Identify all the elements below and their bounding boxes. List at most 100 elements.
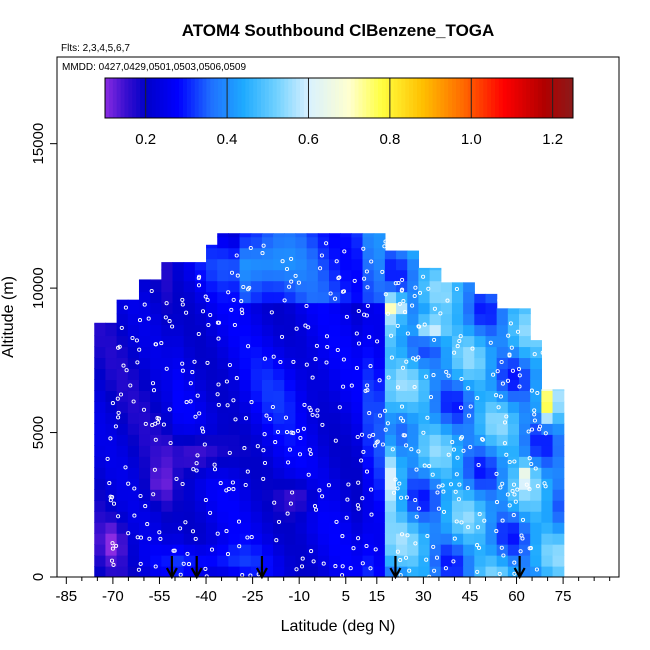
heat-cell [183, 390, 196, 402]
sample-point [260, 251, 265, 256]
sample-point [200, 426, 205, 431]
heat-cell [541, 555, 554, 567]
heat-cell [507, 335, 520, 348]
heat-cell [451, 544, 464, 556]
heat-cell [541, 544, 554, 556]
heat-cell [194, 500, 207, 512]
colorbar-segment [225, 78, 231, 118]
sample-point [346, 482, 351, 487]
sample-point [216, 336, 221, 341]
heat-cell [217, 522, 229, 534]
sample-point [396, 280, 401, 286]
heat-cell [373, 357, 386, 370]
heat-cell [105, 500, 118, 512]
sample-point [296, 280, 301, 285]
heat-cell [384, 258, 397, 271]
sample-point [134, 338, 139, 343]
sample-point [402, 310, 408, 315]
sample-point [504, 414, 509, 419]
sample-point [107, 481, 112, 486]
heat-cell [183, 423, 196, 435]
heat-cell [373, 467, 386, 479]
heat-cell [329, 478, 341, 490]
heat-cell [94, 390, 107, 402]
heat-cell [138, 555, 151, 567]
heat-cell [116, 533, 129, 545]
heat-cell [485, 566, 498, 577]
heat-cell [541, 500, 554, 512]
heat-cell [183, 357, 196, 370]
heat-cell [127, 522, 140, 534]
heat-cell [418, 522, 431, 534]
heat-cell [329, 566, 341, 577]
heat-cell [485, 390, 498, 402]
heat-cell [496, 308, 509, 315]
heat-cell [239, 324, 252, 337]
sample-point [382, 244, 387, 249]
sample-point [193, 414, 198, 419]
x-tick-label: -40 [195, 588, 217, 605]
sample-point [399, 495, 404, 500]
heat-cell [239, 335, 252, 348]
heat-cell [418, 445, 431, 457]
sample-point [249, 535, 254, 540]
heat-cell [351, 566, 364, 577]
sample-point [505, 378, 511, 383]
heat-cell [496, 522, 509, 534]
heat-cell [228, 280, 241, 293]
heat-cell [351, 258, 364, 271]
heat-cell [351, 379, 364, 391]
heat-cell [507, 434, 520, 446]
heat-cell [150, 478, 162, 490]
sample-points [105, 239, 548, 577]
heat-cell [317, 478, 330, 490]
heat-cell [172, 423, 185, 435]
heat-cell [138, 511, 151, 523]
heat-cell [440, 412, 453, 424]
heat-cell [373, 511, 386, 523]
sample-point [158, 536, 163, 541]
heat-cell [451, 313, 464, 326]
sample-point [438, 311, 443, 316]
sample-point [170, 324, 175, 329]
colorbar-segment [128, 78, 133, 118]
heat-cell [362, 566, 375, 577]
colorbar-segment [487, 78, 492, 118]
sample-point [400, 365, 406, 370]
heat-cell [351, 302, 364, 315]
heat-cell [273, 335, 285, 348]
heat-cell [418, 357, 431, 370]
sample-point [383, 427, 388, 432]
sample-point [200, 309, 206, 314]
sample-point [480, 437, 485, 442]
sample-point [496, 405, 501, 410]
heat-cell [116, 401, 129, 413]
colorbar-tick-label: 0.8 [379, 131, 400, 148]
heat-cell [161, 313, 174, 326]
heat-cell [396, 302, 408, 315]
heat-cell [317, 313, 330, 326]
heat-cell [317, 467, 330, 479]
y-axis-label: Altitude (m) [0, 276, 17, 358]
heat-cell [440, 423, 453, 435]
colorbar-segment [495, 78, 500, 118]
heat-cell [284, 423, 297, 435]
heat-cell [116, 299, 129, 304]
heat-cell [150, 280, 162, 293]
colorbar-segment [537, 78, 543, 118]
heat-cell [384, 456, 397, 468]
heat-cell [261, 489, 274, 501]
heat-cell [284, 233, 297, 238]
colorbar-segment [284, 78, 289, 118]
heat-cell [183, 302, 196, 315]
heat-cell [161, 269, 174, 282]
sample-point [195, 453, 200, 458]
heat-cell [105, 357, 118, 370]
sample-point [300, 556, 305, 561]
sample-point [461, 448, 466, 453]
sample-point [171, 548, 176, 553]
heat-cell [306, 434, 319, 446]
heat-cell [485, 522, 498, 534]
colorbar-segment [569, 78, 574, 118]
sample-point [494, 393, 499, 398]
